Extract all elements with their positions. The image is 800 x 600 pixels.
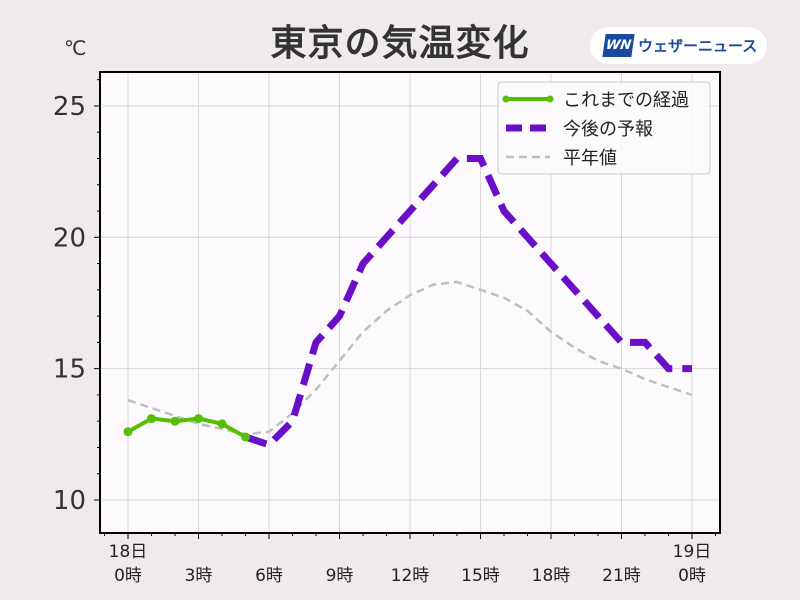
x-tick-label-hour: 21時 — [602, 566, 641, 586]
x-tick-label-hour: 12時 — [391, 566, 430, 586]
series-line-1 — [244, 154, 692, 449]
legend-label: これまでの経過 — [563, 90, 689, 111]
y-tick-label: 10 — [53, 486, 86, 516]
weathernews-logo: WN ウェザーニュース — [590, 27, 767, 64]
x-tick-label-date: 19日 — [673, 542, 712, 562]
data-point — [147, 414, 156, 424]
x-tick-label-hour: 6時 — [255, 566, 283, 586]
x-tick-label-hour: 0時 — [114, 566, 142, 586]
x-tick-label-hour: 3時 — [185, 566, 213, 586]
legend-box — [497, 81, 711, 175]
y-axis-unit: ℃ — [64, 36, 87, 60]
x-tick-label-date: 18日 — [109, 542, 148, 562]
data-point — [217, 419, 227, 429]
y-tick-label: 25 — [53, 92, 86, 122]
legend-marker — [546, 95, 554, 103]
chart-title: 東京の気温変化 — [270, 23, 530, 64]
x-tick-label-hour: 0時 — [678, 566, 706, 586]
logo-text: ウェザーニュース — [638, 37, 758, 55]
legend-label: 今後の予報 — [563, 119, 653, 140]
data-point — [170, 416, 180, 426]
data-point — [194, 414, 203, 424]
x-tick-label-hour: 15時 — [461, 566, 500, 586]
x-tick-label-hour: 9時 — [326, 566, 354, 586]
x-tick-label-hour: 18時 — [532, 566, 571, 586]
y-tick-label: 20 — [53, 223, 86, 253]
legend-marker — [502, 95, 510, 103]
data-point — [123, 427, 133, 437]
legend-label: 平年値 — [563, 148, 617, 169]
series-line-2 — [127, 280, 693, 436]
data-point — [241, 432, 250, 442]
y-tick-label: 15 — [53, 355, 86, 385]
